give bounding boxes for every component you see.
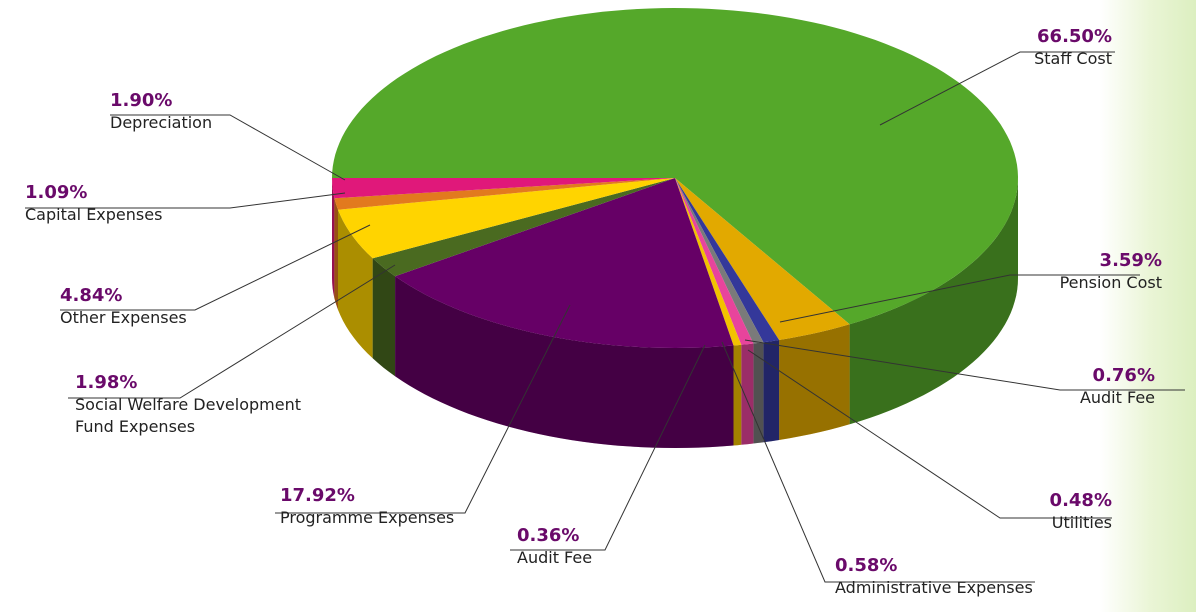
slice-side-shade	[395, 276, 734, 448]
leader-line	[275, 304, 571, 514]
slice-side	[372, 258, 396, 377]
slice	[338, 178, 675, 259]
value-label: 3.59%	[1099, 250, 1162, 271]
slice-label: 0.48% Utilities	[1050, 490, 1112, 534]
slice-side-shade	[334, 198, 338, 310]
value-label: 0.58%	[835, 555, 898, 576]
leader-line	[25, 192, 346, 209]
slice	[372, 178, 675, 277]
slice	[675, 178, 764, 344]
value-label: 4.84%	[60, 285, 123, 306]
slice-side	[849, 178, 1018, 425]
value-label: 0.36%	[517, 525, 580, 546]
slice	[395, 178, 734, 348]
slice-side	[334, 198, 338, 310]
slice	[334, 178, 675, 210]
slice-side	[741, 343, 754, 445]
slice-side-shade	[779, 324, 850, 440]
category-label: Social Welfare Development Fund Expenses	[75, 395, 301, 436]
leader-line	[721, 341, 1035, 583]
slice-side	[338, 209, 373, 359]
leader-line	[744, 339, 1185, 391]
category-label: Audit Fee	[517, 548, 593, 567]
slice	[675, 178, 742, 346]
slice-side	[332, 178, 335, 299]
slice	[675, 178, 850, 340]
slice-side-shade	[372, 258, 396, 377]
slice-label: 1.90% Depreciation	[110, 90, 212, 134]
leader-line	[779, 274, 1140, 323]
slice	[332, 178, 675, 199]
category-label: Utilities	[1051, 513, 1112, 532]
slice-side	[763, 340, 780, 443]
value-label: 1.09%	[25, 182, 88, 203]
slice-label: 66.50% Staff Cost	[1034, 26, 1112, 70]
category-label: Depreciation	[110, 113, 213, 132]
category-label: Other Expenses	[60, 308, 187, 327]
slice-label: 0.36% Audit Fee	[517, 525, 592, 569]
slice-label: 1.98% Social Welfare Development Fund Exp…	[75, 372, 335, 438]
category-label: Audit Fee	[1079, 388, 1155, 407]
slice-side-shade	[733, 344, 742, 446]
leader-line	[510, 344, 706, 551]
leader-line	[60, 224, 371, 311]
slice-label: 0.76% Audit Fee	[1080, 365, 1155, 409]
slice-label: 4.84% Other Expenses	[60, 285, 187, 329]
category-label: Capital Expenses	[25, 205, 163, 224]
value-label: 1.90%	[110, 90, 173, 111]
slice-side-shade	[849, 178, 1018, 425]
value-label: 0.48%	[1049, 490, 1112, 511]
category-label: Staff Cost	[1034, 49, 1112, 68]
value-label: 0.76%	[1092, 365, 1155, 386]
slice-label: 0.58% Administrative Expenses	[835, 555, 1033, 599]
slice-side	[779, 324, 850, 440]
slice	[675, 178, 780, 343]
value-label: 17.92%	[280, 485, 355, 506]
slice-label: 17.92% Programme Expenses	[280, 485, 454, 529]
slice-side-shade	[763, 340, 780, 443]
category-label: Administrative Expenses	[835, 578, 1033, 597]
slice-label: 3.59% Pension Cost	[1060, 250, 1162, 294]
slice-side-shade	[338, 209, 373, 359]
category-label: Programme Expenses	[280, 508, 455, 527]
slice-side	[753, 342, 764, 444]
value-label: 66.50%	[1037, 26, 1112, 47]
value-label: 1.98%	[75, 372, 138, 393]
slice-side-shade	[332, 178, 335, 299]
slice-side-shade	[741, 343, 754, 445]
slice-label: 1.09% Capital Expenses	[25, 182, 162, 226]
slice	[332, 8, 1018, 325]
slice-side	[733, 344, 742, 446]
leader-line	[879, 51, 1115, 126]
leader-line	[68, 264, 396, 399]
slice-side	[395, 276, 734, 448]
slice	[675, 178, 754, 345]
leader-line	[110, 114, 346, 181]
category-label: Pension Cost	[1059, 273, 1162, 292]
slice-side-shade	[753, 342, 764, 444]
leader-line	[747, 349, 1112, 519]
